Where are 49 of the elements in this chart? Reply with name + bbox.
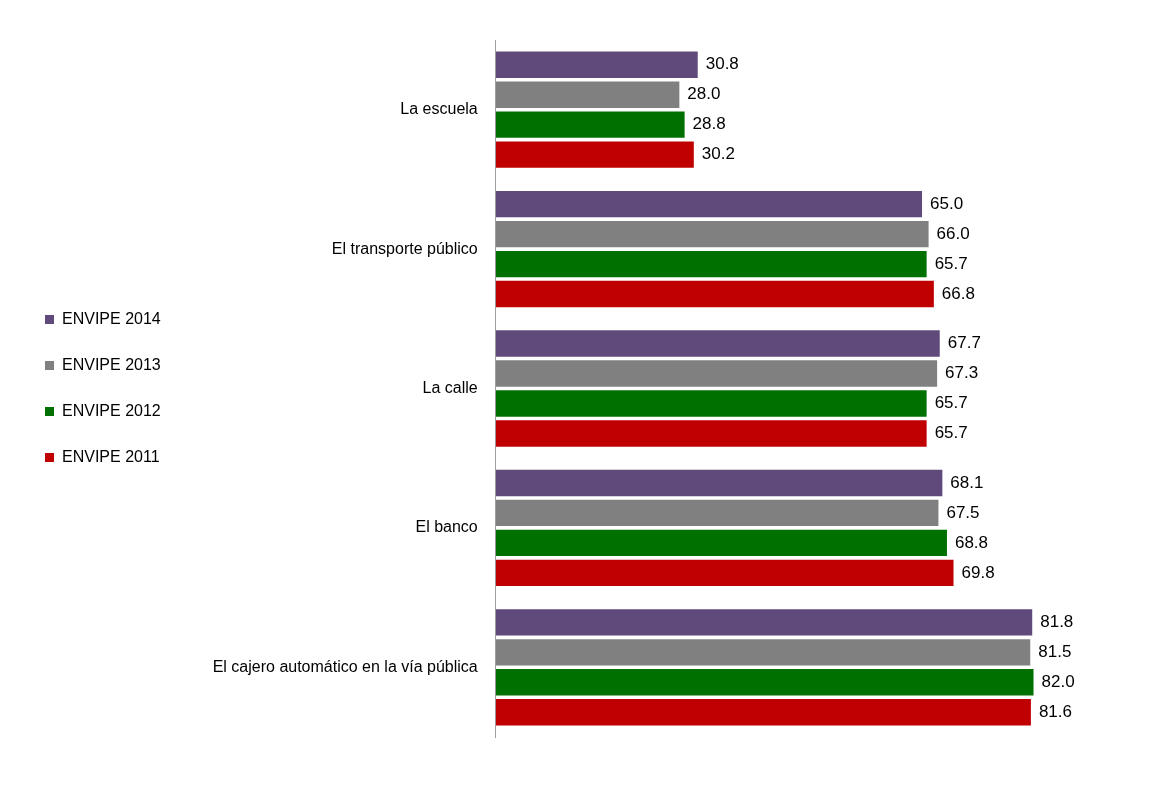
data-label: 67.7 [947, 333, 981, 353]
bar [495, 499, 939, 527]
bar [495, 529, 947, 557]
bar [495, 699, 1031, 726]
data-label: 67.5 [946, 502, 980, 522]
data-label: 68.8 [954, 532, 989, 552]
bar [495, 360, 938, 387]
data-label: 82.0 [1041, 671, 1075, 691]
y-tick-label: El cajero automático en la vía pública [212, 657, 478, 675]
data-label: 30.2 [701, 144, 735, 164]
bar [495, 250, 927, 278]
bar [495, 190, 923, 218]
data-label: 28.0 [687, 84, 721, 104]
bar [495, 81, 680, 108]
data-label: 65.7 [934, 423, 968, 443]
legend-label: ENVIPE 2011 [62, 447, 160, 465]
data-label: 30.8 [705, 54, 739, 74]
legend-label: ENVIPE 2012 [62, 401, 161, 419]
y-tick-label: El transporte público [331, 239, 478, 257]
data-label: 68.1 [950, 472, 984, 492]
data-label: 65.7 [934, 393, 968, 413]
bar [495, 390, 927, 417]
bar [495, 669, 1034, 696]
bar [495, 220, 929, 248]
y-tick-label: El banco [415, 518, 478, 536]
bar [495, 420, 927, 447]
bar [495, 559, 954, 587]
data-label: 67.3 [945, 363, 979, 383]
legend-label: ENVIPE 2013 [62, 355, 161, 373]
y-tick-label: La calle [422, 378, 478, 396]
y-tick-label: La escuela [400, 100, 478, 118]
data-label: 66.0 [936, 223, 970, 243]
legend-label: ENVIPE 2014 [62, 309, 161, 327]
bar [495, 639, 1031, 666]
data-label: 69.8 [961, 562, 995, 582]
data-label: 81.8 [1040, 612, 1074, 632]
bar [495, 469, 943, 497]
data-label: 65.0 [930, 193, 964, 213]
bar [495, 609, 1033, 636]
bar [495, 330, 940, 357]
data-label: 28.8 [692, 114, 726, 134]
data-label: 66.8 [941, 283, 975, 303]
bar [495, 280, 934, 308]
data-label: 81.6 [1038, 701, 1072, 721]
bar [495, 141, 694, 168]
bar [495, 111, 685, 138]
data-label: 65.7 [934, 253, 968, 273]
bar [495, 51, 698, 78]
data-label: 81.5 [1038, 642, 1072, 661]
